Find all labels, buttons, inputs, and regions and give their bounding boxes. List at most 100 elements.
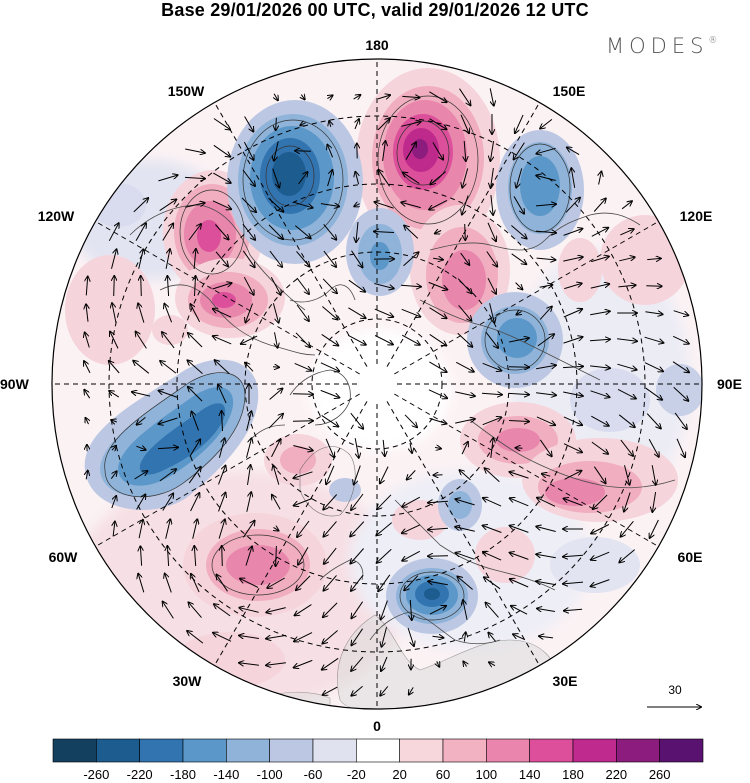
wind-arrow xyxy=(165,249,170,269)
wind-arrow xyxy=(301,95,304,100)
wind-arrow xyxy=(240,579,259,588)
land-north-africa xyxy=(259,691,331,709)
wind-arrow xyxy=(329,121,331,128)
wind-arrow xyxy=(404,575,419,591)
colorbar-label: -220 xyxy=(127,767,153,782)
wind-arrow xyxy=(536,554,556,559)
wind-arrow xyxy=(487,222,496,241)
wind-arrow xyxy=(140,546,141,566)
wind-arrow xyxy=(138,520,143,539)
wind-arrow xyxy=(488,633,496,642)
wind-arrow xyxy=(296,575,311,590)
wind-arrow xyxy=(484,577,501,590)
wind-arrow xyxy=(297,520,310,537)
wind-arrow xyxy=(108,223,118,242)
wind-arrow xyxy=(465,223,466,240)
wind-arrow xyxy=(326,465,335,484)
wind-arrow xyxy=(511,606,528,615)
lon-label-150w: 150W xyxy=(168,83,205,99)
wind-arrow xyxy=(351,685,363,695)
wind-arrow xyxy=(322,630,338,644)
wind-arrow xyxy=(160,361,177,374)
wind-arrow xyxy=(135,223,146,241)
colorbar-label: 100 xyxy=(475,767,497,782)
wind-arrow xyxy=(402,524,421,533)
wind-arrow xyxy=(165,574,172,593)
wind-arrow xyxy=(599,172,602,185)
wind-arrow xyxy=(355,172,358,185)
wind-arrow xyxy=(515,282,523,290)
wind-arrow xyxy=(402,496,421,507)
wind-arrow xyxy=(351,656,364,671)
wind-arrow xyxy=(485,468,500,483)
wind-arrow xyxy=(403,252,419,267)
wind-arrow xyxy=(435,231,442,234)
lon-label-30w: 30W xyxy=(173,673,203,689)
wind-arrow xyxy=(428,501,449,503)
wind-arrow xyxy=(159,417,178,424)
wind-arrow xyxy=(562,366,583,367)
lon-label-90w: 90W xyxy=(0,376,30,392)
wind-arrow xyxy=(275,332,278,347)
anomaly-neg-hudson xyxy=(84,359,259,510)
wind-arrow xyxy=(377,118,390,131)
wind-arrow xyxy=(458,304,472,320)
wind-arrow xyxy=(455,527,475,532)
wind-arrow xyxy=(134,471,148,480)
meridian-line xyxy=(95,221,360,375)
wind-arrow xyxy=(298,172,308,185)
wind-arrow xyxy=(407,627,414,646)
wind-arrow xyxy=(242,521,254,538)
wind-arrow xyxy=(268,197,284,211)
wind-arrow xyxy=(536,176,556,181)
wind-arrow xyxy=(537,498,556,507)
wind-arrow xyxy=(383,439,385,456)
wind-arrow xyxy=(84,390,91,399)
wind-arrow xyxy=(272,495,281,510)
meridian-line xyxy=(214,401,368,666)
wind-arrow xyxy=(242,223,255,240)
wind-arrow xyxy=(272,303,278,322)
wind-arrow xyxy=(563,416,582,425)
wind-arrow xyxy=(483,552,502,561)
wind-arrow xyxy=(403,172,420,185)
wind-arrow xyxy=(620,229,633,236)
wind-arrow xyxy=(563,229,583,236)
wind-arrow xyxy=(213,144,230,156)
wind-arrow xyxy=(375,202,394,209)
wind-arrow xyxy=(109,361,120,374)
wind-arrow xyxy=(351,574,364,591)
wind-arrow xyxy=(292,394,313,395)
wind-arrow xyxy=(243,276,253,295)
wind-arrow xyxy=(409,687,413,694)
wind-arrow xyxy=(593,466,605,484)
wind-arrow xyxy=(374,283,393,289)
wind-arrow xyxy=(515,114,524,133)
wind-arrow xyxy=(138,249,144,269)
wind-arrow xyxy=(462,195,469,215)
wind-arrow xyxy=(322,657,339,669)
wind-arrow xyxy=(401,122,420,127)
anomaly-pos-laptev xyxy=(410,205,510,335)
wind-arrow xyxy=(114,276,115,297)
wind-arrow xyxy=(400,285,421,286)
wind-arrow xyxy=(645,387,662,400)
wind-arrow xyxy=(213,309,232,318)
wind-arrow xyxy=(591,228,608,237)
lon-label-60w: 60W xyxy=(49,549,79,565)
wind-arrow xyxy=(463,600,468,620)
colorbar-swatch xyxy=(616,738,660,763)
wind-arrow xyxy=(86,277,87,296)
wind-arrow xyxy=(242,169,255,186)
wind-arrow xyxy=(591,579,610,587)
wind-arrow xyxy=(508,367,529,368)
wind-arrow xyxy=(239,636,259,639)
wind-arrow xyxy=(590,311,610,316)
wind-arrow xyxy=(490,141,493,161)
wind-arrow xyxy=(378,574,391,591)
wind-arrow xyxy=(217,575,228,592)
wind-arrow xyxy=(510,553,529,560)
wind-arrow xyxy=(457,332,473,347)
wind-arrow xyxy=(460,114,469,133)
